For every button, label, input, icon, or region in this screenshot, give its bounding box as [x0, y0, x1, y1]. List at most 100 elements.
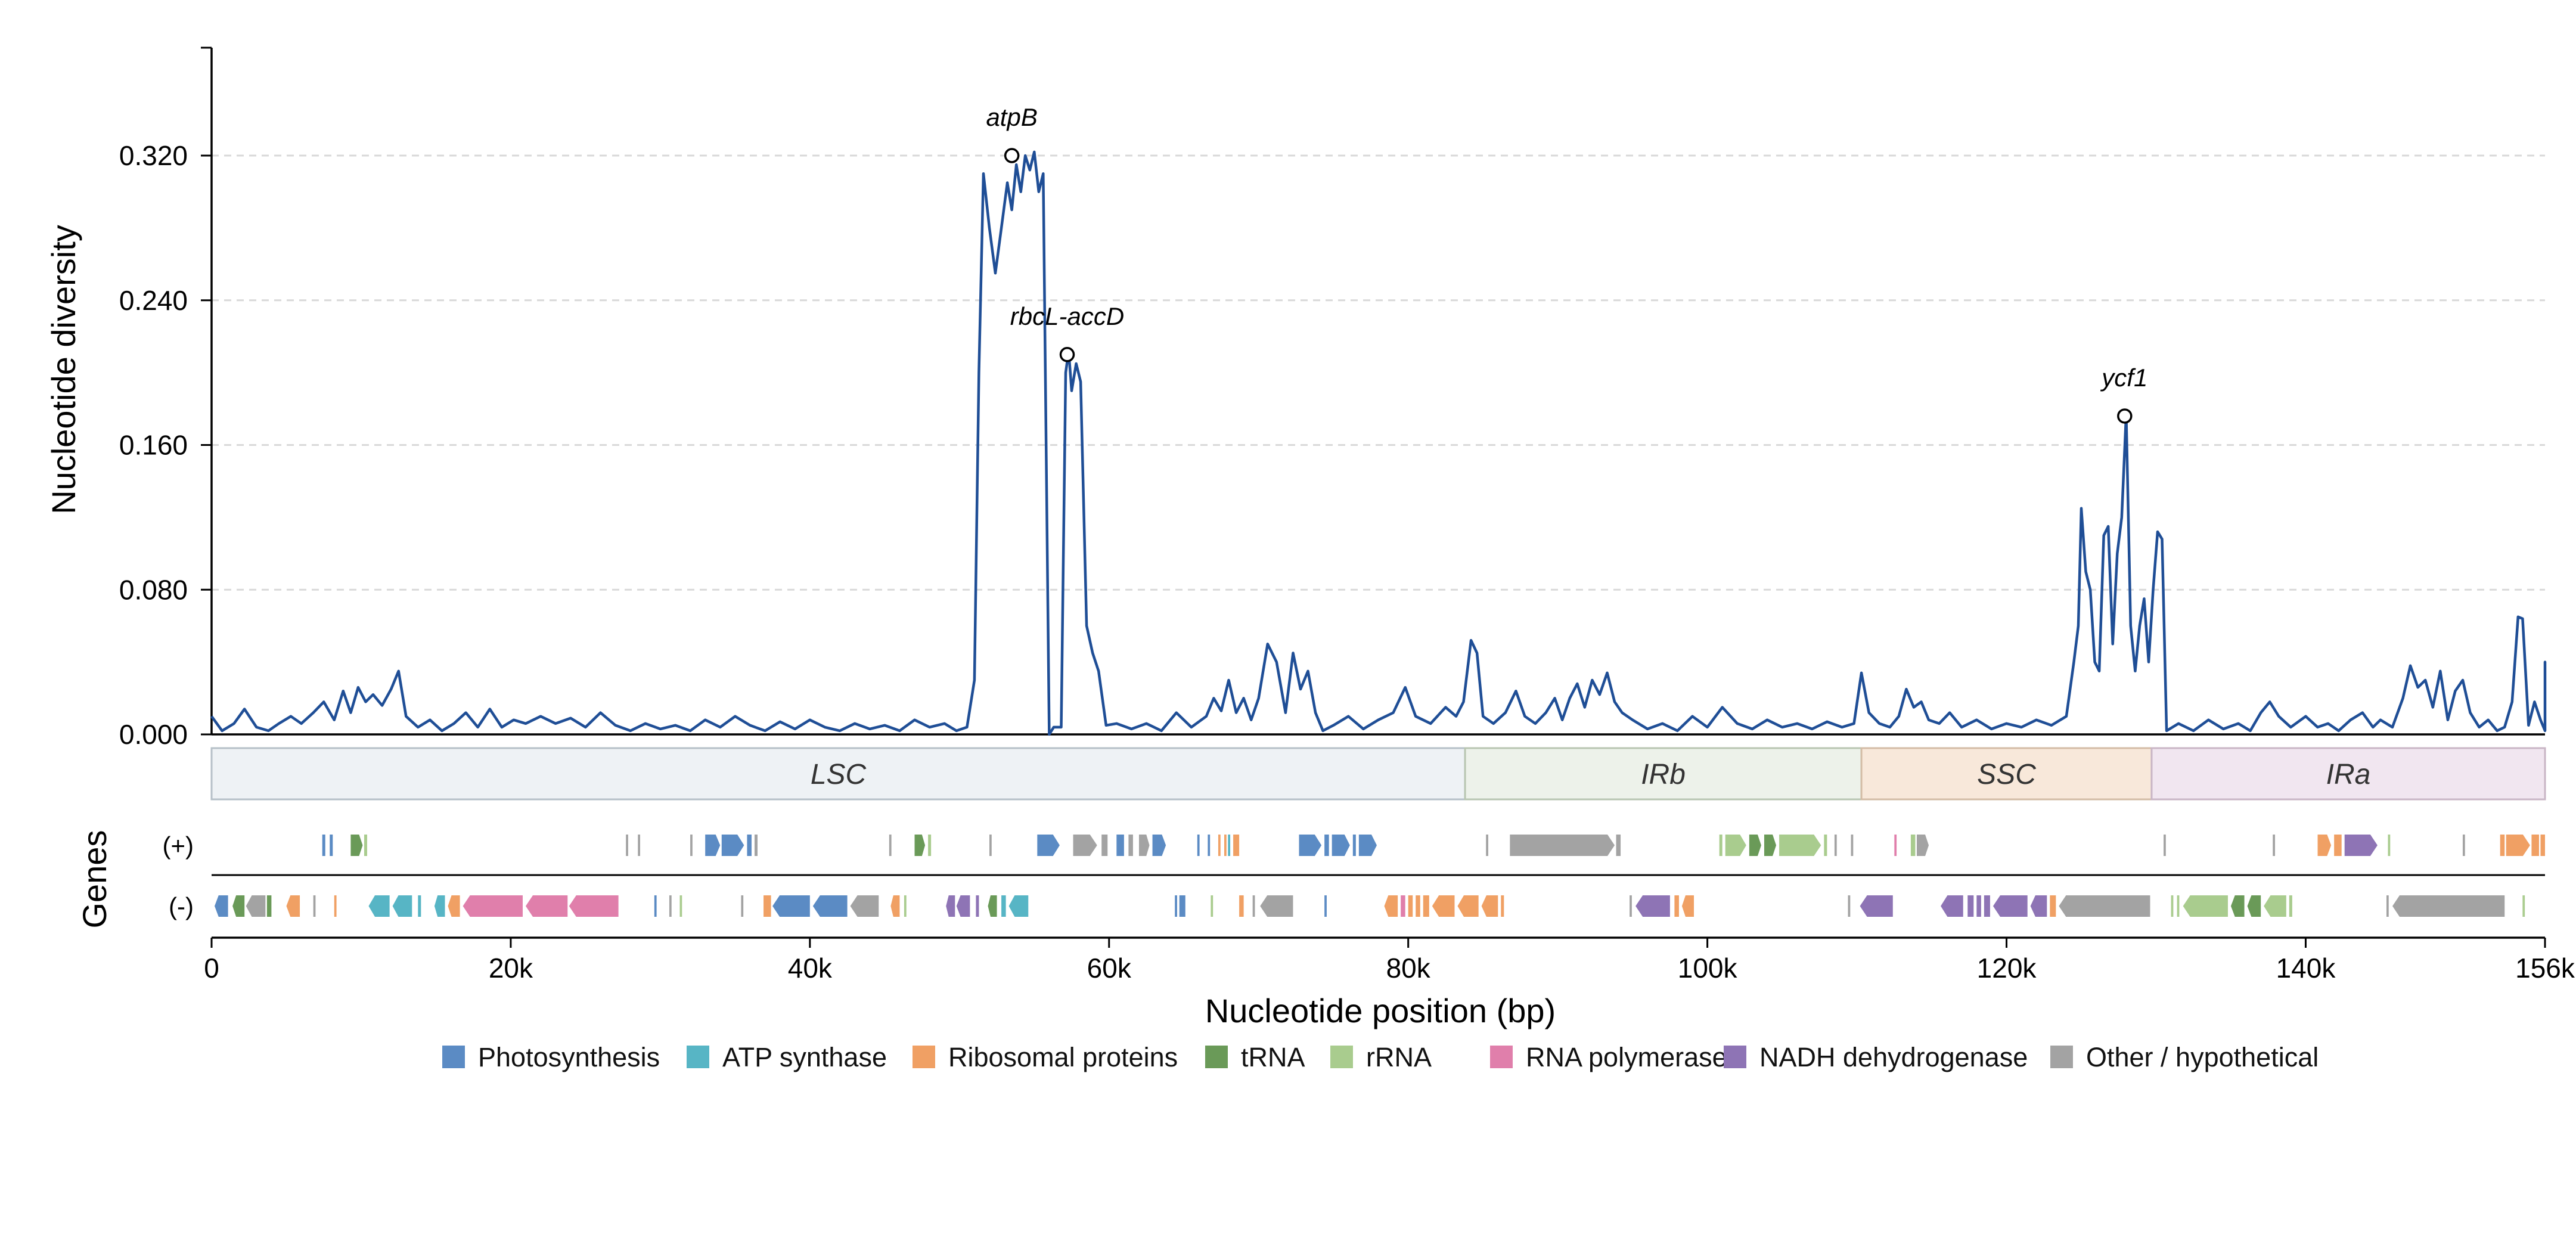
gene-feature: [286, 895, 300, 917]
gene-feature: [1358, 835, 1377, 856]
gene-feature: [1208, 835, 1211, 856]
gene-feature: [1967, 895, 1974, 917]
x-axis-title: Nucleotide position (bp): [1205, 992, 1556, 1029]
axes: 0.000 0.080 0.160 0.240 0.320 0 20k 40k 60k 80k 10…: [119, 46, 2575, 984]
gene-feature: [747, 835, 752, 856]
gene-feature: [721, 835, 744, 856]
gene-feature: [448, 895, 460, 917]
gene-feature: [1138, 835, 1150, 856]
gene-feature: [1423, 895, 1429, 917]
gene-feature: [2500, 835, 2505, 856]
gene-feature: [1324, 895, 1327, 917]
legend-swatch: [1330, 1046, 1353, 1068]
gene-feature: [1749, 835, 1761, 856]
gene-feature: [2059, 895, 2150, 917]
y-tick-label: 0.080: [119, 574, 188, 605]
gene-feature: [1916, 835, 1929, 856]
gene-feature: [2506, 835, 2530, 856]
gene-feature: [1984, 895, 1990, 917]
gene-feature: [1992, 895, 2028, 917]
gene-feature: [1073, 835, 1097, 856]
gene-feature: [2183, 895, 2228, 917]
gene-feature: [2392, 895, 2505, 917]
gene-feature: [2531, 835, 2539, 856]
legend-swatch: [2050, 1046, 2073, 1068]
x-tick-label: 120k: [1977, 953, 2037, 984]
gene-feature: [988, 895, 997, 917]
gene-feature: [1630, 895, 1632, 917]
x-tick-label: 40k: [788, 953, 833, 984]
y-tick-label: 0.000: [119, 719, 188, 750]
gene-feature: [1894, 835, 1897, 856]
gene-feature: [2230, 895, 2245, 917]
gene-feature: [418, 895, 421, 917]
y-axis-title: Nucleotide diversity: [45, 225, 82, 514]
region-box: [210, 747, 1466, 801]
gene-feature: [1481, 895, 1498, 917]
gene-feature: [812, 895, 848, 917]
gene-feature: [1510, 835, 1615, 856]
gene-feature: [1211, 895, 1213, 917]
gene-feature: [2177, 895, 2180, 917]
genes-axis-title: Genes: [76, 830, 113, 929]
gene-feature: [1152, 835, 1166, 856]
gene-feature: [1416, 895, 1420, 917]
gene-feature: [215, 895, 228, 917]
gene-feature: [928, 835, 932, 856]
gene-feature: [2344, 835, 2378, 856]
peak-marker: [1059, 347, 1075, 362]
gene-feature: [754, 835, 758, 856]
gene-feature: [2289, 895, 2292, 917]
legend: Photosynthesis ATP synthase Ribosomal prot…: [442, 1042, 2319, 1072]
gene-feature: [1128, 835, 1133, 856]
gene-feature: [1725, 835, 1746, 856]
gene-feature: [1764, 835, 1777, 856]
gene-feature: [1260, 895, 1293, 917]
gene-feature: [364, 835, 367, 856]
x-tick-label: 20k: [489, 953, 533, 984]
gene-feature: [322, 835, 325, 856]
gene-feature: [1332, 835, 1350, 856]
legend-swatch: [1205, 1046, 1228, 1068]
legend-label: Other / hypothetical: [2086, 1042, 2319, 1072]
gene-feature: [1197, 835, 1200, 856]
gene-feature: [850, 895, 879, 917]
gene-feature: [989, 835, 992, 856]
gene-feature: [669, 895, 672, 917]
gene-feature: [904, 895, 907, 917]
region-label: IRa: [2326, 759, 2371, 790]
gene-feature: [1001, 895, 1006, 917]
gene-feature: [2247, 895, 2261, 917]
gene-feature: [2522, 895, 2525, 917]
gene-feature: [2264, 895, 2286, 917]
gene-feature: [741, 895, 744, 917]
peak-label: atpB: [986, 103, 1037, 131]
region-label: SSC: [1977, 759, 2036, 790]
region-label: IRb: [1641, 759, 1686, 790]
gene-feature: [2171, 895, 2174, 917]
gene-feature: [526, 895, 568, 917]
gene-feature: [1384, 895, 1398, 917]
strand-label: (-): [169, 892, 194, 920]
gene-feature: [1224, 835, 1227, 856]
gene-feature: [1179, 895, 1185, 917]
gene-feature: [1252, 895, 1255, 917]
gene-feature: [1233, 835, 1240, 856]
gene-feature: [266, 895, 272, 917]
gene-feature: [679, 895, 682, 917]
peak-label: ycf1: [2100, 364, 2147, 392]
gene-feature: [2030, 895, 2047, 917]
gene-feature: [1976, 895, 1981, 917]
legend-swatch: [913, 1046, 935, 1068]
gene-feature: [705, 835, 721, 856]
gene-feature: [1432, 895, 1455, 917]
y-tick-label: 0.320: [119, 140, 188, 171]
gene-feature: [956, 895, 970, 917]
legend-swatch: [1490, 1046, 1513, 1068]
gene-feature: [1037, 835, 1060, 856]
gene-feature: [2050, 895, 2056, 917]
gene-feature: [1674, 895, 1679, 917]
gene-feature: [1401, 895, 1405, 917]
gene-feature: [2317, 835, 2332, 856]
gene-feature: [1239, 895, 1244, 917]
